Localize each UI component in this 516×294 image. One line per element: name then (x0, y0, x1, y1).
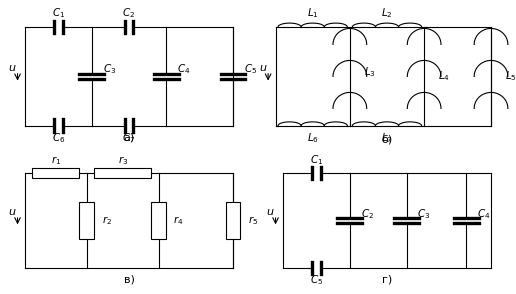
Text: $L_6$: $L_6$ (307, 132, 319, 146)
Text: $r_4$: $r_4$ (173, 214, 184, 227)
Text: $C_7$: $C_7$ (122, 132, 136, 146)
Bar (33, 168, 79, 178)
Text: $L_3$: $L_3$ (364, 65, 376, 79)
Text: $C_4$: $C_4$ (477, 207, 490, 220)
Text: б): б) (381, 134, 393, 144)
Text: $C_2$: $C_2$ (361, 207, 374, 220)
Text: $C_4$: $C_4$ (177, 63, 190, 76)
Text: $C_6$: $C_6$ (52, 132, 65, 146)
Text: $C_3$: $C_3$ (103, 63, 116, 76)
Text: $C_1$: $C_1$ (52, 6, 65, 20)
Text: $L_5$: $L_5$ (505, 70, 516, 83)
Text: $u$: $u$ (259, 63, 267, 73)
Text: $C_3$: $C_3$ (417, 207, 431, 220)
Text: $L_7$: $L_7$ (381, 132, 393, 146)
Text: $L_1$: $L_1$ (307, 6, 318, 20)
Text: $C_5$: $C_5$ (310, 273, 323, 287)
Text: $r_3$: $r_3$ (118, 155, 128, 167)
Bar (225, 202, 240, 239)
Text: $L_2$: $L_2$ (381, 6, 393, 20)
Text: $C_1$: $C_1$ (310, 153, 323, 166)
Text: $C_2$: $C_2$ (122, 6, 136, 20)
Text: $r_5$: $r_5$ (248, 214, 258, 227)
Text: $u$: $u$ (8, 207, 17, 217)
Text: $C_5$: $C_5$ (244, 63, 257, 76)
Text: $L_4$: $L_4$ (438, 70, 450, 83)
Text: $r_1$: $r_1$ (51, 155, 61, 167)
Text: $u$: $u$ (266, 207, 275, 217)
Text: г): г) (382, 274, 392, 284)
Text: $u$: $u$ (8, 63, 17, 73)
Bar (151, 202, 166, 239)
Bar (94, 168, 151, 178)
Text: а): а) (123, 133, 135, 143)
Text: в): в) (123, 274, 135, 284)
Bar (79, 202, 94, 239)
Text: $r_2$: $r_2$ (102, 214, 112, 227)
